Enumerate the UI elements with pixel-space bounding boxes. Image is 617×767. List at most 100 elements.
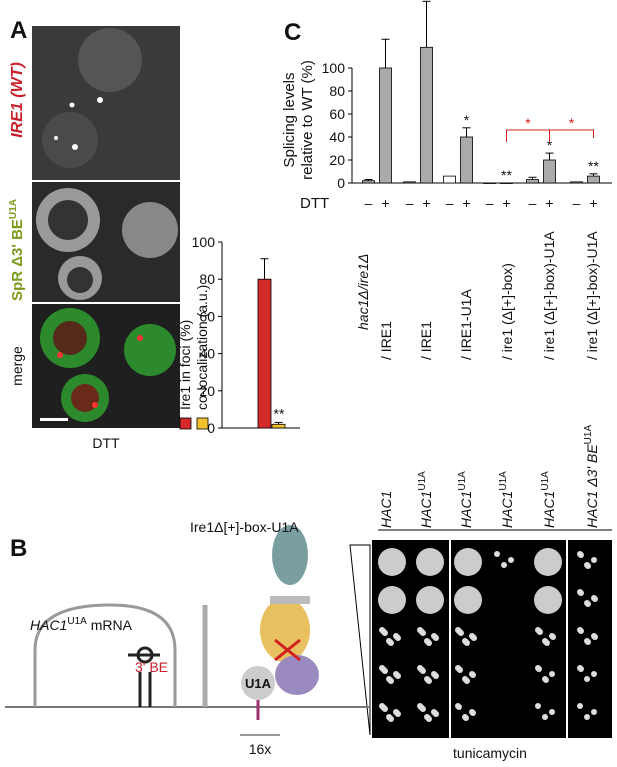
colony [549,671,555,677]
colony [382,630,388,636]
bar [257,278,272,429]
y-tick-label: 40 [329,129,345,145]
legend-swatch [179,417,192,430]
plasmid-label: / ire1 (Δ[+]-box) [499,263,515,360]
spot [416,548,444,576]
x-tick-label: + [589,195,597,211]
annotation: * [547,137,553,153]
colony [420,706,426,712]
bar [379,67,392,184]
plasmid-label: / ire1 (Δ[+]-box)-U1A [584,231,600,360]
bar [443,175,456,184]
colony [549,709,555,715]
colony [537,629,543,635]
bar [483,182,496,184]
colony [543,677,549,683]
image-label: merge [9,346,25,386]
colony [456,704,462,710]
plate [372,540,612,738]
bar [587,175,600,184]
y-tick-label: 60 [329,106,345,122]
colony [592,596,598,602]
spot [534,586,562,614]
strain-sup: U1A [417,471,428,491]
colony [544,640,550,646]
colony [471,635,477,641]
x-tick-label: + [502,195,510,211]
colony [395,635,401,641]
colony [577,703,583,709]
y-tick-label: 20 [329,152,345,168]
strain-name: HAC1 [458,491,474,528]
bracket-label: * [569,115,575,131]
y-tick-label: 0 [337,175,345,191]
colony [458,630,464,636]
colony [542,714,548,720]
colony [463,715,469,721]
bar [543,159,556,184]
strain-name: HAC1 [541,491,557,528]
x-tick-label: – [486,195,494,211]
y-axis-label: Splicing levels [281,72,298,167]
colony [585,639,591,645]
colony [585,601,591,607]
spot [454,548,482,576]
colony [388,640,394,646]
bracket [549,129,594,142]
colony [508,557,514,563]
spot [378,548,406,576]
colony [536,666,542,672]
bracket [506,129,550,142]
bar [526,179,539,184]
colony [395,711,401,717]
bar [362,180,375,184]
bar [271,423,286,429]
plate-label: tunicamycin [453,745,527,761]
y-tick-label: 40 [199,346,215,362]
x-tick-label: – [406,195,414,211]
panel-label: C [284,19,301,46]
plasmid-label: / IRE1 [418,321,434,360]
strain-sup: U1A [583,425,594,445]
strain-header: hac1Δ/ire1Δ [355,254,371,330]
spots [378,548,598,722]
colony [382,706,388,712]
repeat-label: 16x [249,741,272,757]
colony [388,716,394,722]
colony [420,668,426,674]
colony [426,640,432,646]
strain-name: HAC1 [418,491,434,528]
strain-label: HAC1 Δ3' BEU1A [583,425,600,528]
colony [578,590,584,596]
colony [426,716,432,722]
bar [500,182,513,184]
colony [592,634,598,640]
x-tick-label: + [545,195,553,211]
y-tick-label: 20 [199,383,215,399]
x-tick-label: – [446,195,454,211]
x-tick-label: – [529,195,537,211]
plasmid-label: / ire1 (Δ[+]-box)-U1A [541,231,557,360]
colony [591,709,597,715]
colony [584,714,590,720]
annotation: ** [588,158,599,174]
legend-swatch [196,417,209,430]
strain-label: HAC1U1A [457,471,474,528]
spot [454,586,482,614]
x-tick-label: – [365,195,373,211]
bar [420,46,433,184]
strain-name: HAC1 [378,491,394,528]
colony [382,668,388,674]
colony [578,666,584,672]
construct-label: Ire1Δ[+]-box-U1A [190,519,299,535]
colony [591,671,597,677]
colony [535,703,541,709]
colony [501,562,507,568]
y-tick-label: 60 [199,308,215,324]
colony [584,676,590,682]
image-label: IRE1 (WT) [9,62,26,138]
x-tick-label: – [573,195,581,211]
colony [420,630,426,636]
strain-name: HAC1 [499,491,515,528]
